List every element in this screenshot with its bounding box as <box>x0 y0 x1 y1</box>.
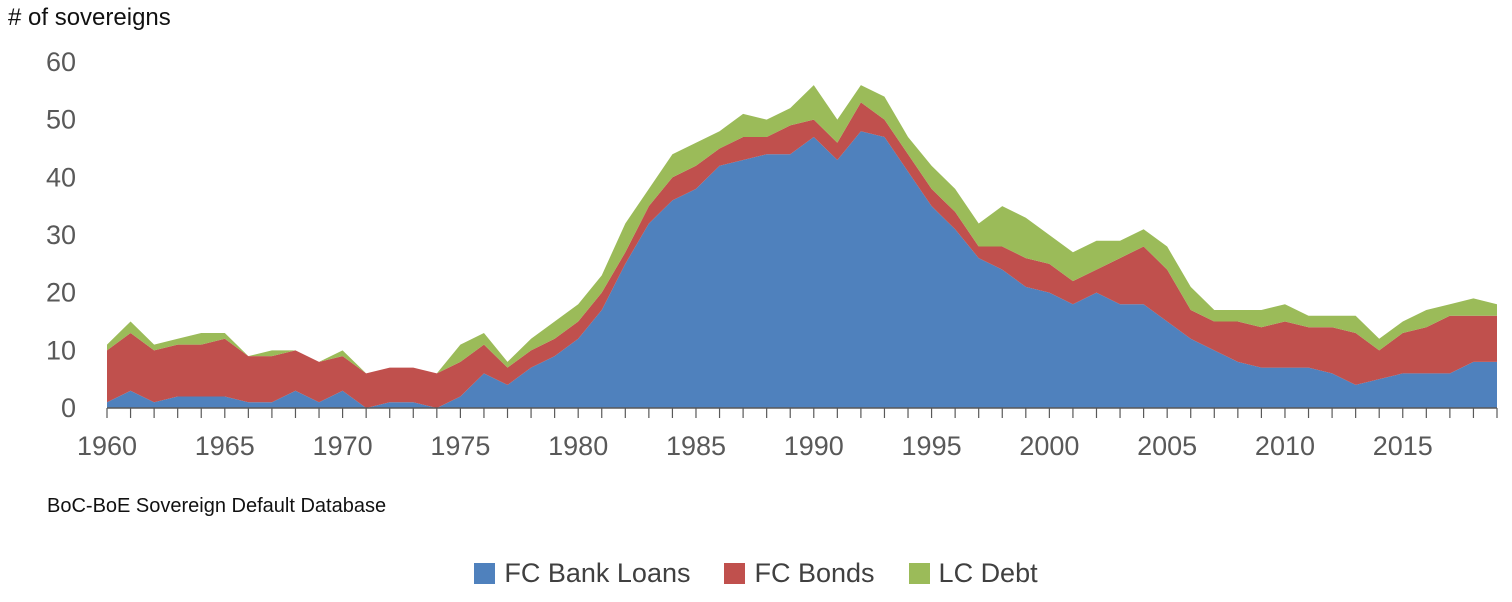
x-tick-label: 1990 <box>784 431 844 461</box>
legend-label-fc-bonds: FC Bonds <box>754 557 875 588</box>
x-axis: 1960 1965 1970 1975 1980 1985 1990 1995 2000 2005… <box>77 407 1498 461</box>
x-tick-label: 2010 <box>1255 431 1315 461</box>
x-tick-label: 1995 <box>902 431 962 461</box>
y-tick-label: 30 <box>46 220 76 250</box>
legend-label-fc-bank-loans: FC Bank Loans <box>504 557 691 588</box>
y-tick-label: 10 <box>46 335 76 365</box>
x-tick-label: 1985 <box>666 431 726 461</box>
source-note: BoC-BoE Sovereign Default Database <box>47 495 387 517</box>
y-tick-label: 0 <box>61 393 76 423</box>
legend-item-fc-bonds: FC Bonds <box>724 557 875 589</box>
x-tick-label: 1980 <box>548 431 608 461</box>
y-tick-label: 20 <box>46 278 76 308</box>
y-axis-tick-labels: 0 10 20 30 40 50 60 <box>46 47 76 423</box>
legend-item-fc-bank-loans: FC Bank Loans <box>474 558 690 589</box>
x-tick-label: 2015 <box>1373 431 1433 461</box>
legend-swatch-fc-bank-loans <box>474 562 496 584</box>
x-tick-label: 1970 <box>313 431 373 461</box>
x-tick-label: 1975 <box>430 431 490 461</box>
legend-label-lc-debt: LC Debt <box>938 557 1038 588</box>
area-fc-bank-loans <box>107 131 1497 408</box>
area-fc-bonds <box>107 102 1497 409</box>
x-tick-label: 2000 <box>1019 431 1079 461</box>
legend-item-lc-debt: LC Debt <box>908 557 1038 589</box>
y-tick-label: 50 <box>46 105 76 135</box>
x-tick-label: 2005 <box>1137 431 1197 461</box>
y-axis-title: # of sovereigns <box>8 4 171 31</box>
x-tick-label: 1960 <box>77 431 137 461</box>
legend: FC Bank Loans FC Bonds LC Debt <box>0 553 1512 593</box>
legend-swatch-lc-debt <box>908 562 930 584</box>
chart-areas <box>107 85 1497 409</box>
y-tick-label: 60 <box>46 47 76 77</box>
legend-swatch-fc-bonds <box>724 562 746 584</box>
x-tick-label: 1965 <box>195 431 255 461</box>
y-tick-label: 40 <box>46 162 76 192</box>
